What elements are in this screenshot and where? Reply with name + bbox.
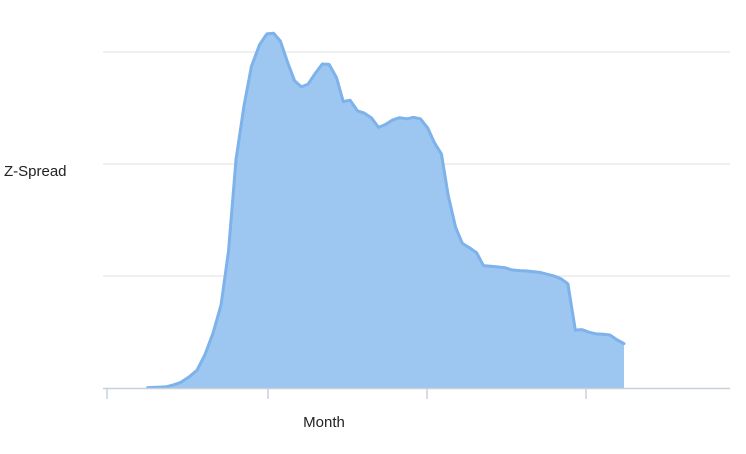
y-axis-title: Z-Spread	[4, 163, 67, 180]
series-line	[146, 31, 626, 390]
series-area-group	[146, 31, 626, 390]
axes	[103, 387, 730, 399]
series-area-fill	[147, 33, 624, 388]
x-axis-title: Month	[303, 414, 345, 431]
